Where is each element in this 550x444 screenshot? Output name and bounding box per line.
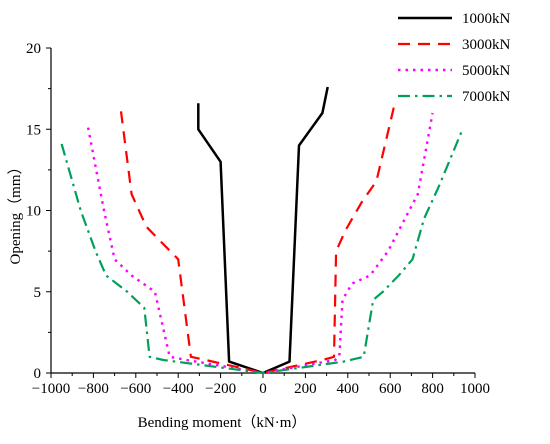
x-tick-label: 0: [259, 381, 267, 397]
series-line-1000kN: [197, 86, 329, 375]
x-tick-label: −400: [163, 381, 194, 397]
x-tick-label: 600: [379, 381, 402, 397]
x-tick-label: 1000: [460, 381, 490, 397]
y-tick-label: 20: [26, 41, 41, 57]
series-layer: [60, 86, 463, 375]
y-tick-label: 0: [34, 366, 42, 382]
x-tick-label: 400: [337, 381, 360, 397]
series-line-5000kN: [86, 112, 434, 375]
legend-label-5000kN: 5000kN: [462, 63, 511, 79]
x-axis-label: Bending moment（kN·m）: [138, 414, 307, 431]
legend-label-7000kN: 7000kN: [462, 89, 511, 105]
x-tick-label: −200: [205, 381, 236, 397]
x-tick-label: 200: [294, 381, 317, 397]
x-tick-label: −600: [120, 381, 151, 397]
y-tick-label: 10: [26, 204, 41, 220]
y-tick-label: 5: [34, 285, 42, 301]
x-tick-label: −1000: [32, 381, 70, 397]
y-tick-label: 15: [26, 122, 41, 138]
y-axis-label: Opening（mm）: [7, 160, 24, 265]
legend-label-1000kN: 1000kN: [462, 11, 511, 27]
series-line-7000kN: [60, 132, 463, 375]
series-line-3000kN: [119, 104, 396, 375]
x-tick-label: 800: [421, 381, 444, 397]
legend-label-3000kN: 3000kN: [462, 37, 511, 53]
legend: 1000kN 3000kN 5000kN 7000kN: [398, 11, 511, 105]
x-tick-label: −800: [78, 381, 109, 397]
axes: −1000 −800 −600 −400 −200 0 200 400 600 800 1000 0 5…: [26, 41, 490, 397]
